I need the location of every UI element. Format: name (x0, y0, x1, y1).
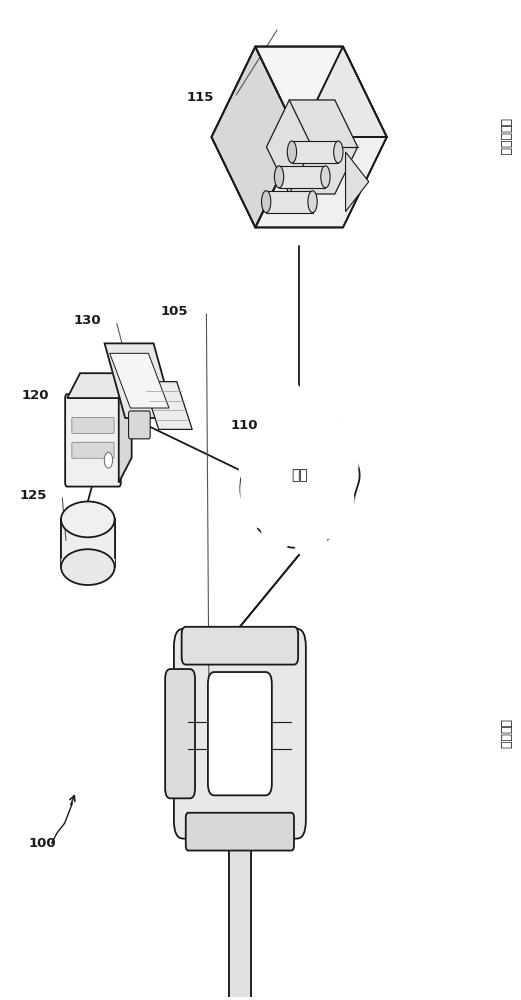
Polygon shape (255, 47, 343, 137)
Polygon shape (119, 373, 132, 483)
Ellipse shape (61, 501, 115, 537)
FancyBboxPatch shape (61, 519, 115, 567)
Circle shape (238, 408, 288, 503)
Circle shape (289, 478, 330, 558)
Circle shape (104, 452, 113, 468)
Polygon shape (105, 343, 174, 418)
Circle shape (241, 452, 280, 528)
Text: 130: 130 (73, 314, 101, 327)
Text: 110: 110 (230, 419, 258, 432)
Polygon shape (266, 100, 357, 194)
Circle shape (291, 394, 338, 483)
Ellipse shape (308, 191, 317, 213)
Polygon shape (143, 382, 192, 429)
Ellipse shape (333, 141, 343, 163)
Text: 115: 115 (187, 91, 214, 104)
Circle shape (315, 464, 354, 540)
Ellipse shape (287, 141, 296, 163)
Polygon shape (292, 141, 338, 163)
FancyBboxPatch shape (229, 836, 251, 1000)
Ellipse shape (262, 191, 271, 213)
Text: 网络: 网络 (291, 468, 307, 482)
FancyBboxPatch shape (65, 394, 121, 487)
Text: 成像设备: 成像设备 (499, 719, 512, 749)
FancyBboxPatch shape (72, 442, 114, 458)
Text: 120: 120 (22, 389, 49, 402)
Ellipse shape (275, 166, 284, 188)
Polygon shape (266, 191, 313, 213)
Text: 100: 100 (29, 837, 56, 850)
Polygon shape (212, 47, 299, 227)
Ellipse shape (61, 549, 115, 585)
Text: 三维打印机: 三维打印机 (499, 118, 512, 156)
FancyBboxPatch shape (72, 417, 114, 433)
Text: 105: 105 (161, 305, 188, 318)
Polygon shape (279, 166, 326, 188)
Circle shape (259, 381, 313, 484)
Polygon shape (67, 373, 132, 398)
Polygon shape (110, 353, 169, 408)
Circle shape (315, 420, 358, 504)
Polygon shape (299, 47, 387, 137)
Polygon shape (240, 403, 359, 548)
FancyBboxPatch shape (208, 672, 272, 795)
FancyBboxPatch shape (182, 627, 298, 665)
Polygon shape (345, 152, 369, 212)
FancyBboxPatch shape (129, 411, 150, 439)
FancyBboxPatch shape (174, 629, 306, 839)
Polygon shape (212, 47, 387, 227)
Text: 125: 125 (19, 489, 46, 502)
FancyBboxPatch shape (165, 669, 195, 798)
FancyBboxPatch shape (186, 813, 294, 851)
Circle shape (259, 474, 298, 550)
Ellipse shape (321, 166, 330, 188)
